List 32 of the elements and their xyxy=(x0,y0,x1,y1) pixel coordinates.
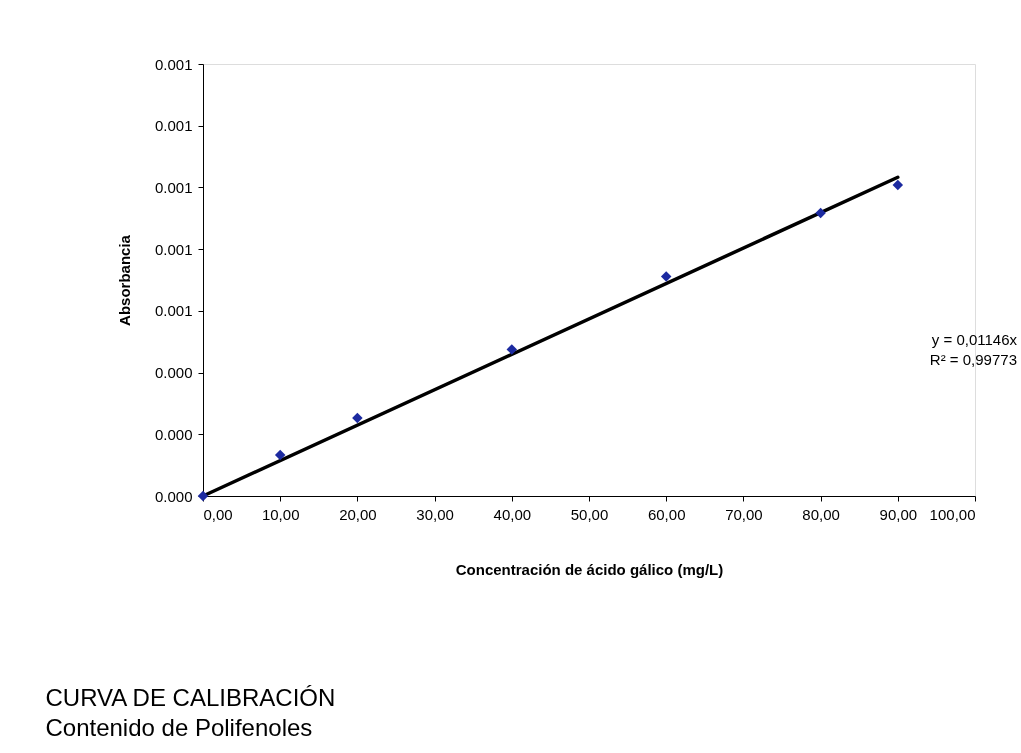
point xyxy=(660,271,672,282)
x-axis-title: Concentración de ácido gálico (mg/L) xyxy=(455,560,724,578)
y-tick-label: 0.001 xyxy=(154,55,193,73)
x-tick-label: 60,00 xyxy=(647,505,686,523)
y-tick-label: 0.001 xyxy=(154,117,193,135)
text: Contenido de Polifenoles xyxy=(45,714,313,741)
point xyxy=(892,179,904,191)
x-tick-label: 50,00 xyxy=(570,505,609,523)
y-tick-label: 0.000 xyxy=(154,364,193,382)
point xyxy=(197,490,209,502)
point xyxy=(274,449,286,461)
point xyxy=(815,207,826,219)
x-tick-label: 40,00 xyxy=(493,505,532,523)
annotation: R² = 0,99773 xyxy=(929,351,1017,368)
x-tick-label: 0,00 xyxy=(203,505,233,523)
x-tick-label: 80,00 xyxy=(802,505,840,523)
y-tick-label: 0.001 xyxy=(154,240,193,258)
x-tick-label: 20,00 xyxy=(339,505,377,523)
y-axis-title: Absorbancia xyxy=(115,234,133,326)
x-tick-label: 10,00 xyxy=(261,505,300,523)
annotation: y = 0,01146x xyxy=(931,331,1018,348)
y-tick-label: 0.001 xyxy=(154,178,193,196)
point xyxy=(352,412,363,424)
x-tick-label: 90,00 xyxy=(879,505,918,523)
y-tick-label: 0.000 xyxy=(154,487,193,505)
y-tick-label: 0.001 xyxy=(154,302,193,320)
y-tick-label: 0.000 xyxy=(154,425,193,443)
text: CURVA DE CALIBRACIÓN xyxy=(45,684,336,711)
x-tick-label: 70,00 xyxy=(725,505,763,523)
point xyxy=(506,344,518,355)
x-tick-label: 30,00 xyxy=(416,505,454,523)
x-tick-label: 100,00 xyxy=(929,505,976,523)
